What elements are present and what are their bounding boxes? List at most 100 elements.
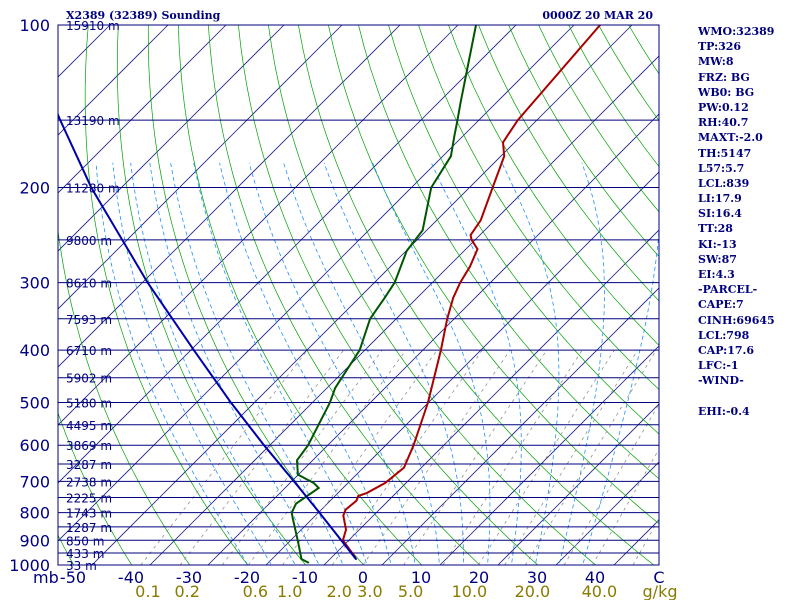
- temperature-tick-label: 40: [585, 568, 605, 587]
- temperature-tick-label: 20: [469, 568, 489, 587]
- dry-adiabat-line: [418, 25, 659, 391]
- pressure-label: 700: [19, 472, 50, 491]
- dewpoint-trace-point: [456, 119, 459, 121]
- dewpoint-trace-point: [334, 387, 337, 389]
- stat-item: L57:5.7: [698, 161, 745, 175]
- parcel-trace-point: [340, 539, 343, 542]
- dewpoint-trace-point: [459, 103, 462, 105]
- mixing-ratio-label: 2.0: [326, 582, 351, 600]
- moist-adiabat-line: [149, 162, 320, 565]
- height-label: 13190 m: [66, 114, 120, 128]
- height-label: 8610 m: [66, 277, 112, 291]
- stat-item: TP:326: [698, 40, 742, 54]
- stat-item: WB0: BG: [698, 85, 755, 99]
- mixing-ratio-label: 0.1: [135, 582, 160, 600]
- isotherm-line: [58, 25, 169, 136]
- temperature-trace-point: [476, 248, 479, 250]
- pressure-label: 100: [19, 16, 50, 35]
- pressure-label: 400: [19, 341, 50, 360]
- parcel-trace-point: [293, 480, 295, 483]
- dewpoint-trace-point: [295, 502, 297, 505]
- isotherm-line: [265, 171, 659, 565]
- mixing-ratio-line: [140, 349, 308, 565]
- stat-item: EI:4.3: [698, 268, 735, 281]
- stat-item: RH:40.7: [698, 116, 749, 130]
- mixing-ratio-line: [442, 349, 583, 565]
- mixing-ratio-label: 0.6: [243, 582, 268, 600]
- stats-panel: WMO:32389 TP:326 MW:8 FRZ: BG WB0: BG PW:0.12…: [698, 24, 798, 419]
- height-label: 33 m: [66, 559, 97, 573]
- temperature-trace-point: [469, 234, 472, 236]
- temperature-tick-label: 10: [411, 568, 431, 587]
- moist-adiabat-line: [112, 162, 272, 565]
- dry-adiabat-line: [268, 25, 597, 565]
- stat-item: CAP:17.6: [698, 343, 755, 357]
- dewpoint-trace-point: [369, 318, 371, 320]
- pressure-label: 1000: [9, 556, 50, 575]
- temperature-trace-point: [491, 186, 494, 189]
- stat-item: CAPE:7: [698, 298, 744, 312]
- mixing-ratio-line: [478, 349, 615, 565]
- parcel-trace-point: [59, 119, 61, 121]
- isotherm-line: [58, 25, 575, 542]
- mixing-ratio-line: [331, 349, 483, 565]
- stat-item: LI:17.9: [698, 192, 742, 206]
- isotherm-line: [58, 25, 401, 368]
- dry-adiabat-line: [448, 25, 659, 346]
- dewpoint-trace-point: [450, 155, 452, 157]
- temperature-tick-label: -50: [60, 568, 86, 587]
- stat-item: CINH:69645: [698, 313, 775, 327]
- isotherm-line: [58, 25, 459, 426]
- temperature-tick-label: 30: [527, 568, 547, 587]
- dry-adiabat-line: [207, 25, 481, 565]
- stat-item: LFC:-1: [698, 359, 739, 373]
- parcel-trace-point: [146, 281, 149, 284]
- isotherm-line: [323, 229, 659, 565]
- moist-adiabat-line: [582, 162, 659, 565]
- temperature-tick-label: 0: [358, 568, 368, 587]
- isotherm-line: [58, 25, 343, 310]
- dewpoint-trace-point: [430, 186, 433, 189]
- temperature-trace-point: [357, 495, 360, 497]
- dewpoint-trace-point: [358, 349, 361, 351]
- temperature-trace-point: [366, 492, 369, 494]
- temperature-trace-point: [503, 155, 506, 157]
- temperature-trace-point: [517, 119, 519, 121]
- height-label: 2738 m: [66, 475, 112, 489]
- mixing-ratio-label: 0.2: [174, 582, 199, 600]
- isotherm-line: [58, 25, 517, 484]
- height-label: 3869 m: [66, 439, 112, 453]
- dewpoint-trace-point: [296, 539, 299, 542]
- isotherm-line: [58, 25, 285, 252]
- temperature-trace-point: [470, 239, 473, 241]
- temperature-trace-point: [502, 141, 504, 144]
- dry-adiabat-line: [58, 25, 191, 565]
- moist-adiabat-line: [193, 162, 368, 565]
- isotherm-line: [555, 461, 659, 565]
- height-label: 11280 m: [66, 182, 120, 196]
- moist-adiabat-line: [372, 162, 491, 565]
- dry-adiabat-line: [116, 25, 307, 565]
- temperature-trace-point: [427, 401, 429, 404]
- height-label: 9800 m: [66, 234, 112, 248]
- moist-adiabat-line: [501, 162, 560, 565]
- height-label: 5180 m: [66, 396, 112, 410]
- stat-item: WMO:32389: [698, 25, 775, 38]
- temperature-trace-point: [412, 444, 415, 447]
- dry-adiabat-line: [388, 25, 659, 435]
- dry-adiabat-line: [238, 25, 539, 565]
- moist-adiabat-line: [323, 162, 464, 565]
- temperature-trace-point: [459, 281, 462, 284]
- temperature-trace-point: [384, 482, 386, 484]
- moist-adiabat-line: [219, 162, 392, 565]
- moist-adiabat-line: [130, 162, 296, 565]
- mixing-ratio-label: 3.0: [357, 582, 382, 600]
- stat-item: MAXT:-2.0: [698, 131, 763, 145]
- temperature-trace-point: [355, 499, 358, 502]
- stat-item: EHI:-0.4: [698, 404, 750, 418]
- dewpoint-trace-point: [383, 297, 386, 299]
- isotherm-line: [381, 287, 659, 565]
- dewpoint-trace-point: [313, 482, 315, 484]
